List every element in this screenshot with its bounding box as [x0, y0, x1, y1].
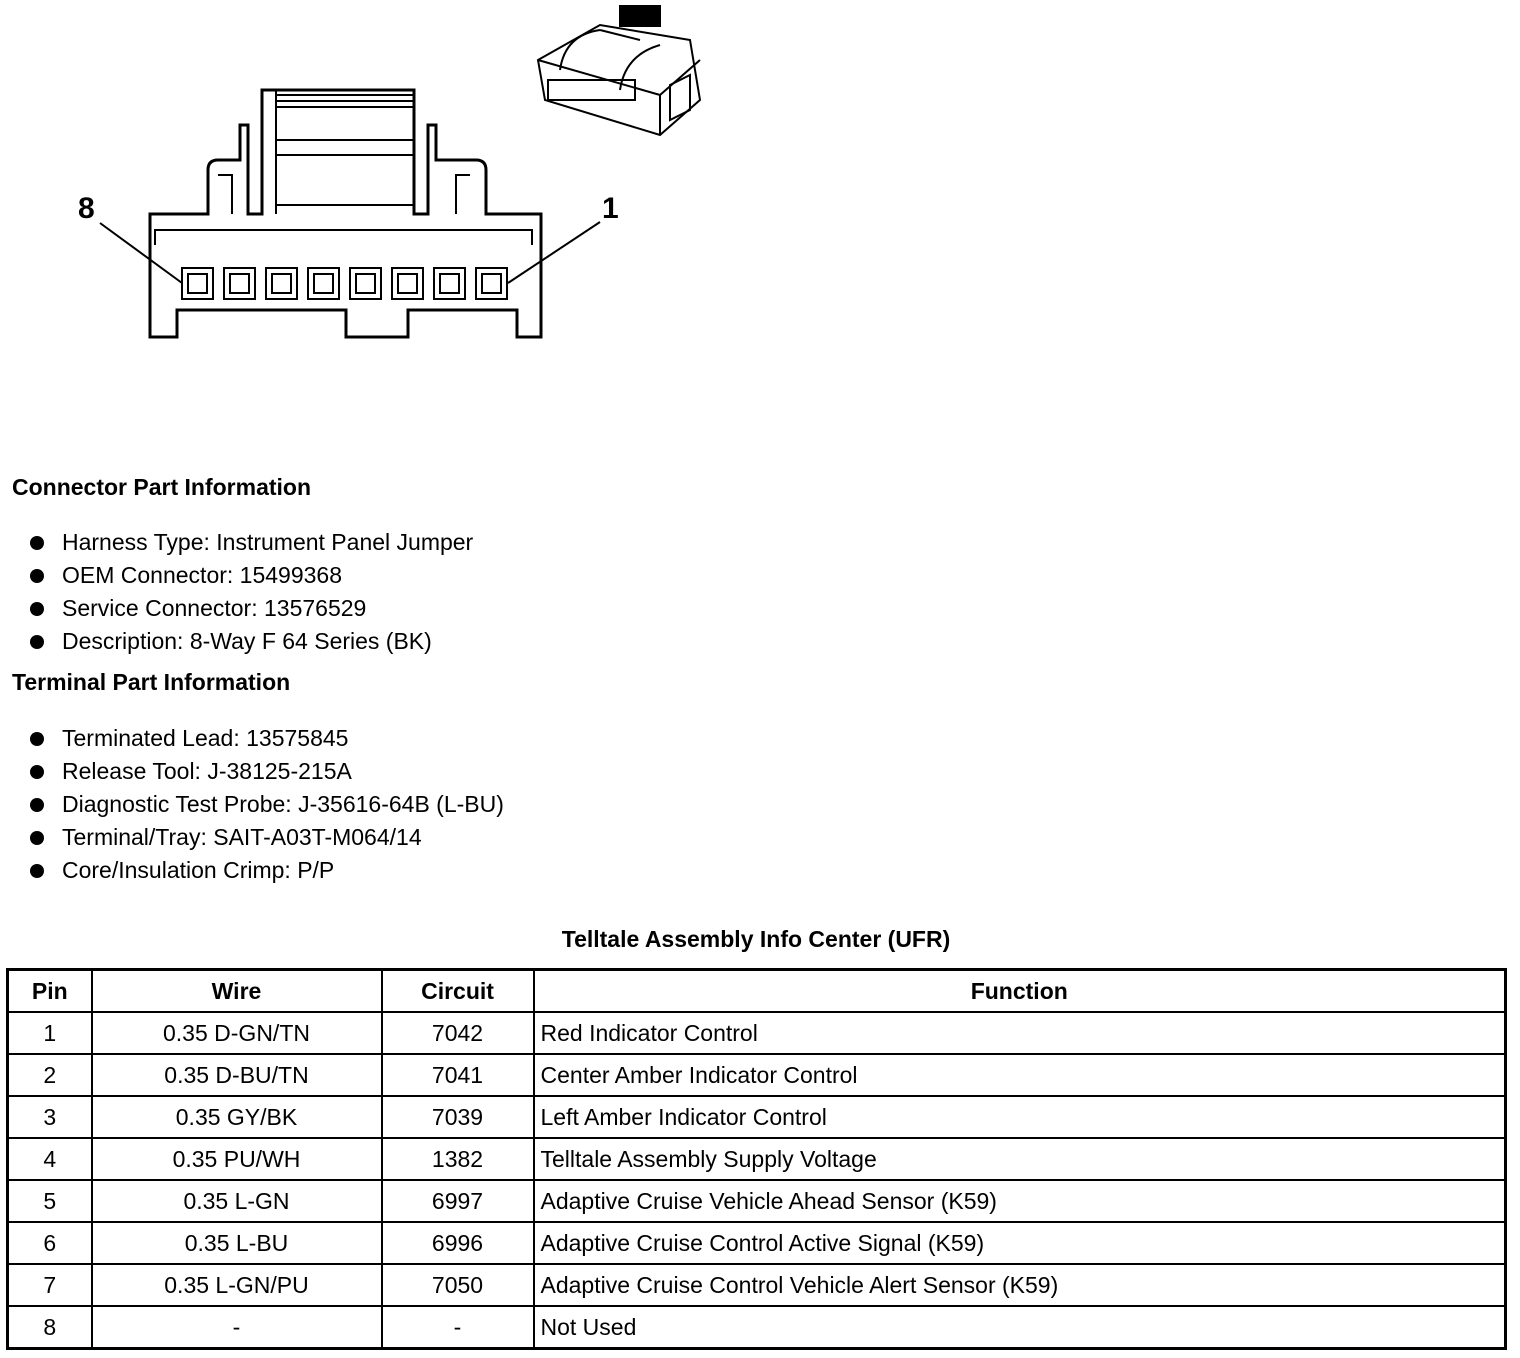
terminal-info-heading: Terminal Part Information — [12, 669, 291, 695]
cell-pin: 5 — [6, 1179, 93, 1223]
list-item: Release Tool: J-38125-215A — [28, 755, 504, 788]
bullet-icon — [30, 602, 44, 616]
cell-function: Adaptive Cruise Control Vehicle Alert Se… — [532, 1263, 1507, 1307]
bullet-icon — [30, 536, 44, 550]
cell-pin: 1 — [6, 1011, 93, 1055]
pinout-table: Pin Wire Circuit Function 1 0.35 D-GN/TN 7… — [6, 968, 1507, 1350]
bullet-icon — [30, 765, 44, 779]
table-row: 1 0.35 D-GN/TN 7042 Red Indicator Control — [6, 1011, 1507, 1055]
cell-wire: 0.35 GY/BK — [90, 1095, 383, 1139]
cell-circuit: 7039 — [380, 1095, 535, 1139]
connector-3d-view — [536, 5, 702, 137]
cell-pin: 8 — [6, 1305, 93, 1350]
pin-cavities — [181, 267, 508, 300]
header-circuit: Circuit — [380, 968, 535, 1013]
table-row: 8- - Not Used — [6, 1305, 1507, 1350]
cell-pin: 3 — [6, 1095, 93, 1139]
bullet-icon — [30, 635, 44, 649]
table-row: 5 0.35 L-GN 6997 Adaptive Cruise Vehicle Ah… — [6, 1179, 1507, 1223]
cell-wire: - — [90, 1305, 383, 1350]
cell-wire: 0.35 L-BU — [90, 1221, 383, 1265]
table-header-row: Pin Wire Circuit Function — [6, 968, 1507, 1013]
list-item: Service Connector: 13576529 — [28, 592, 473, 625]
cell-function: Adaptive Cruise Vehicle Ahead Sensor (K5… — [532, 1179, 1507, 1223]
cell-wire: 0.35 PU/WH — [90, 1137, 383, 1181]
cell-function: Left Amber Indicator Control — [532, 1095, 1507, 1139]
cell-circuit: 7042 — [380, 1011, 535, 1055]
bullet-icon — [30, 798, 44, 812]
connector-info-heading: Connector Part Information — [12, 474, 312, 500]
bullet-icon — [30, 732, 44, 746]
cell-pin: 2 — [6, 1053, 93, 1097]
cell-circuit: 7041 — [380, 1053, 535, 1097]
table-row: 3 0.35 GY/BK 7039 Left Amber Indicator Cont… — [6, 1095, 1507, 1139]
pin-label-1: 1 — [602, 192, 619, 225]
table-row: 6 0.35 L-BU 6996 Adaptive Cruise Control Ac… — [6, 1221, 1507, 1265]
cell-wire: 0.35 L-GN — [90, 1179, 383, 1223]
bullet-icon — [30, 864, 44, 878]
cell-circuit: 7050 — [380, 1263, 535, 1307]
list-item: Harness Type: Instrument Panel Jumper — [28, 526, 473, 559]
table-row: 4 0.35 PU/WH 1382 Telltale Assembly Supply … — [6, 1137, 1507, 1181]
list-item: Core/Insulation Crimp: P/P — [28, 854, 504, 887]
cell-pin: 4 — [6, 1137, 93, 1181]
cell-wire: 0.35 D-BU/TN — [90, 1053, 383, 1097]
cell-function: Center Amber Indicator Control — [532, 1053, 1507, 1097]
cell-wire: 0.35 D-GN/TN — [90, 1011, 383, 1055]
connector-body — [148, 88, 543, 339]
connector-info-list: Harness Type: Instrument Panel Jumper OE… — [28, 526, 473, 658]
cell-pin: 7 — [6, 1263, 93, 1307]
cell-function: Red Indicator Control — [532, 1011, 1507, 1055]
header-pin: Pin — [6, 968, 93, 1013]
cell-function: Not Used — [532, 1305, 1507, 1350]
cell-circuit: 6997 — [380, 1179, 535, 1223]
list-item: Diagnostic Test Probe: J-35616-64B (L-BU… — [28, 788, 504, 821]
bullet-icon — [30, 831, 44, 845]
terminal-info-list: Terminated Lead: 13575845 Release Tool: … — [28, 722, 504, 887]
table-row: 7 0.35 L-GN/PU 7050 Adaptive Cruise Control… — [6, 1263, 1507, 1307]
list-item: Description: 8-Way F 64 Series (BK) — [28, 625, 473, 658]
cell-wire: 0.35 L-GN/PU — [90, 1263, 383, 1307]
list-item: OEM Connector: 15499368 — [28, 559, 473, 592]
list-item: Terminated Lead: 13575845 — [28, 722, 504, 755]
cell-circuit: 1382 — [380, 1137, 535, 1181]
list-item: Terminal/Tray: SAIT-A03T-M064/14 — [28, 821, 504, 854]
header-wire: Wire — [90, 968, 383, 1013]
pin-label-8: 8 — [78, 192, 95, 225]
cell-circuit: - — [380, 1305, 535, 1350]
cell-function: Telltale Assembly Supply Voltage — [532, 1137, 1507, 1181]
table-row: 2 0.35 D-BU/TN 7041 Center Amber Indicator … — [6, 1053, 1507, 1097]
cell-circuit: 6996 — [380, 1221, 535, 1265]
bullet-icon — [30, 569, 44, 583]
connector-face-diagram: 8 1 — [78, 5, 702, 339]
table-title: Telltale Assembly Info Center (UFR) — [561, 926, 951, 952]
header-function: Function — [532, 968, 1507, 1013]
cell-pin: 6 — [6, 1221, 93, 1265]
cell-function: Adaptive Cruise Control Active Signal (K… — [532, 1221, 1507, 1265]
